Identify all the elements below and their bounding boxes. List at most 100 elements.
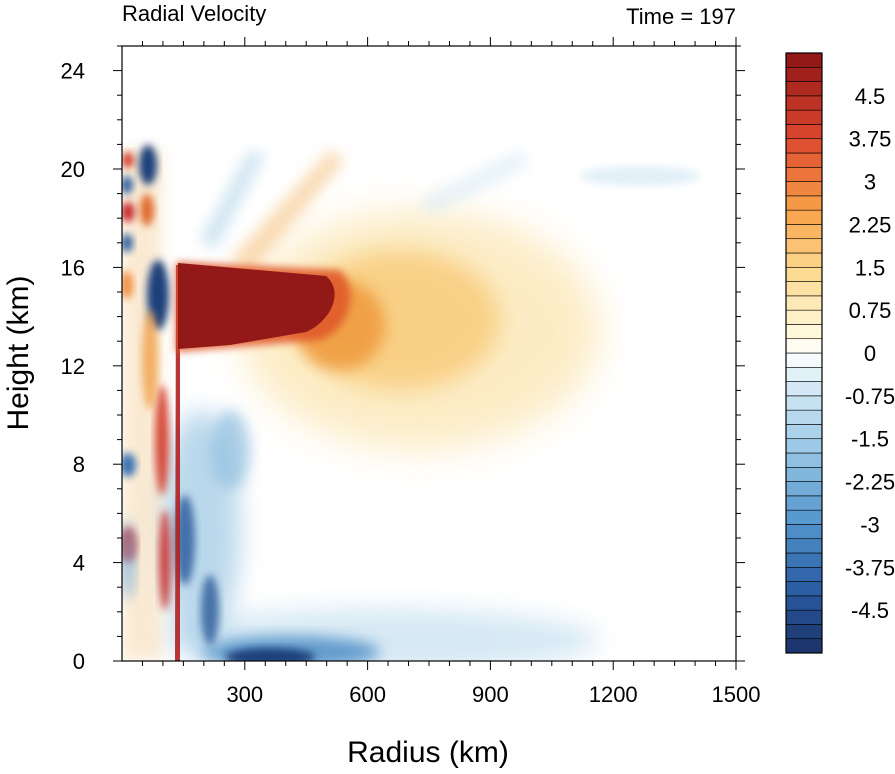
y-axis-label: Height (km) [2, 275, 35, 430]
x-tick-label: 900 [472, 682, 509, 707]
colorbar-label: -3 [860, 512, 880, 537]
osc-blue-5 [139, 145, 157, 185]
colorbar-segment [785, 609, 823, 625]
colorbar-segment [785, 381, 823, 397]
x-tick-label: 1200 [589, 682, 638, 707]
colorbar-segment [785, 509, 823, 525]
colorbar-segment [785, 124, 823, 140]
axis-ticks [113, 37, 745, 670]
osc-blue-2 [122, 176, 133, 194]
colorbar-segment [785, 252, 823, 268]
colorbar-segment [785, 395, 823, 411]
colorbar-segment [785, 566, 823, 582]
osc-orange-7 [142, 310, 158, 410]
colorbar-labels: 4.5 3.75 3 2.25 1.5 0.75 0 -0.75 -1.5 -2.25 -3 -3.7… [845, 84, 895, 623]
colorbar-segment [785, 281, 823, 297]
colorbar-segment [785, 52, 823, 68]
upper-ray-2 [200, 150, 265, 250]
osc-blue-6 [147, 260, 169, 330]
colorbar-segment [785, 338, 823, 354]
colorbar-label: -4.5 [851, 598, 889, 623]
osc-red-2 [122, 202, 135, 222]
x-tick-label: 1500 [712, 682, 761, 707]
colorbar-segment [785, 409, 823, 425]
colorbar-label: -0.75 [845, 384, 895, 409]
osc-red-5 [140, 194, 154, 226]
colorbar-label: 3 [864, 170, 876, 195]
inner-blue-patch-3 [210, 410, 250, 490]
y-tick-label: 16 [61, 255, 85, 280]
y-tick-label: 12 [61, 354, 85, 379]
upper-ray-3 [420, 150, 530, 215]
colorbar-segment [785, 538, 823, 554]
osc-red-7 [159, 510, 171, 610]
osc-blue-1 [122, 453, 136, 477]
colorbar-segment [785, 138, 823, 154]
y-tick-label: 8 [73, 452, 85, 477]
colorbar-segment [785, 552, 823, 568]
colorbar-segment [785, 166, 823, 182]
inner-blue-core-2 [201, 575, 219, 645]
osc-red-3 [122, 152, 134, 168]
colorbar-label: 0.75 [849, 298, 892, 323]
colorbar-label: -3.75 [845, 555, 895, 580]
colorbar-segment [785, 152, 823, 168]
velocity-field [122, 145, 700, 661]
colorbar-segment [785, 109, 823, 125]
upper-blue-patch [580, 166, 700, 186]
colorbar-segment [785, 209, 823, 225]
colorbar-segment [785, 638, 823, 654]
colorbar-label: -1.5 [851, 427, 889, 452]
outflow-jet-core [178, 263, 335, 349]
chart-title: Radial Velocity [122, 1, 266, 26]
time-label: Time = 197 [626, 4, 736, 29]
colorbar-segment [785, 224, 823, 240]
x-tick-label: 300 [226, 682, 263, 707]
colorbar-label: 1.5 [855, 255, 886, 280]
colorbar-segment [785, 309, 823, 325]
colorbar-segment [785, 366, 823, 382]
colorbar-segment [785, 495, 823, 511]
colorbar-label: 4.5 [855, 84, 886, 109]
colorbar-segment [785, 324, 823, 340]
y-tick-label: 4 [73, 551, 85, 576]
osc-blue-4 [122, 520, 135, 600]
colorbar-segment [785, 66, 823, 82]
colorbar-segment [785, 238, 823, 254]
colorbar-segment [785, 524, 823, 540]
colorbar-segment [785, 466, 823, 482]
colorbar-segment [785, 581, 823, 597]
colorbar-segment [785, 195, 823, 211]
y-tick-label: 0 [73, 649, 85, 674]
colorbar-segment [785, 452, 823, 468]
colorbar [785, 52, 823, 654]
x-tick-label: 600 [349, 682, 386, 707]
x-axis-label: Radius (km) [347, 736, 509, 769]
colorbar-label: 0 [864, 341, 876, 366]
y-tick-label: 24 [61, 59, 85, 84]
colorbar-label: 2.25 [849, 212, 892, 237]
colorbar-segment [785, 595, 823, 611]
colorbar-segment [785, 481, 823, 497]
colorbar-segment [785, 438, 823, 454]
tick-labels: 300 600 900 1200 1500 0 4 8 12 16 20 24 [61, 59, 761, 707]
colorbar-segment [785, 266, 823, 282]
osc-blue-3 [122, 234, 133, 252]
upper-ray-1 [230, 150, 345, 275]
colorbar-segment [785, 295, 823, 311]
low-level-inflow-core [225, 648, 315, 661]
colorbar-segment [785, 181, 823, 197]
eyewall-line [175, 265, 180, 661]
colorbar-segment [785, 95, 823, 111]
colorbar-segment [785, 81, 823, 97]
colorbar-label: 3.75 [849, 127, 892, 152]
colorbar-segment [785, 424, 823, 440]
osc-red-4 [122, 271, 133, 299]
colorbar-frame [785, 52, 823, 654]
colorbar-label: -2.25 [845, 470, 895, 495]
colorbar-segment [785, 624, 823, 640]
colorbar-segment [785, 352, 823, 368]
y-tick-label: 20 [61, 157, 85, 182]
osc-red-6 [155, 385, 169, 495]
